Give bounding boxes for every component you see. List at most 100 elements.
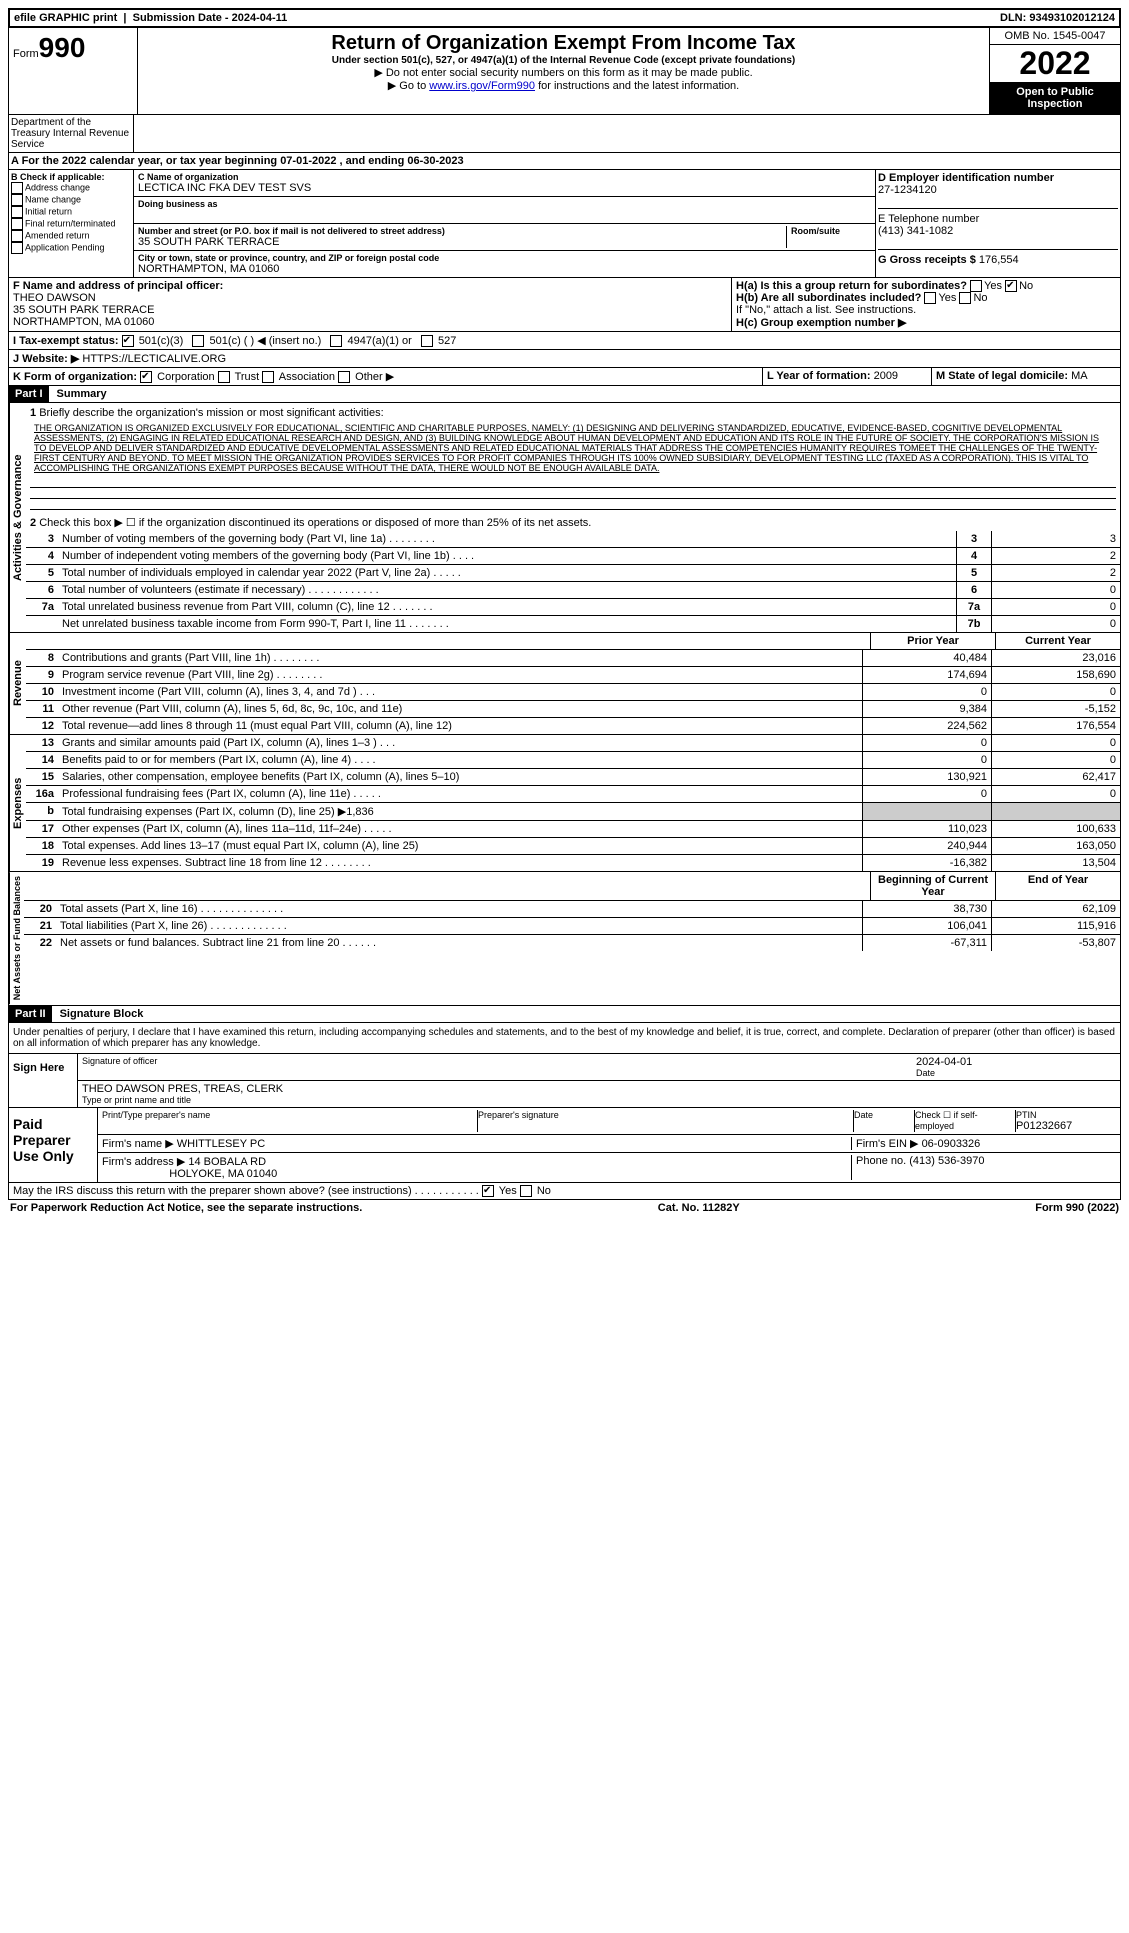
line-box: 5: [956, 565, 991, 581]
cb-address[interactable]: [11, 182, 23, 194]
side-revenue: Revenue: [9, 633, 26, 734]
discuss-no[interactable]: [520, 1185, 532, 1197]
ein: 27-1234120: [878, 184, 1118, 196]
ha-no[interactable]: [1005, 280, 1017, 292]
sign-here: Sign Here: [9, 1054, 78, 1107]
gross-receipts: 176,554: [979, 254, 1019, 266]
cb-final[interactable]: [11, 218, 23, 230]
g-label: G Gross receipts $: [878, 254, 976, 266]
current-val: 0: [991, 735, 1120, 751]
cb-501c[interactable]: [192, 335, 204, 347]
part1-header: Part I: [9, 386, 49, 402]
line-text: Other revenue (Part VIII, column (A), li…: [58, 701, 862, 717]
current-val: -5,152: [991, 701, 1120, 717]
prior-val: 130,921: [862, 769, 991, 785]
prior-year-header: Prior Year: [870, 633, 995, 649]
d-label: D Employer identification number: [878, 172, 1118, 184]
side-net: Net Assets or Fund Balances: [9, 872, 24, 1004]
line-num: 8: [26, 650, 58, 666]
cb-assoc[interactable]: [262, 371, 274, 383]
prior-val: 174,694: [862, 667, 991, 683]
hc-label: H(c) Group exemption number ▶: [736, 317, 906, 329]
cb-amended[interactable]: [11, 230, 23, 242]
prior-val: 0: [862, 786, 991, 802]
cb-other[interactable]: [338, 371, 350, 383]
efile-label: efile GRAPHIC print: [14, 12, 117, 24]
note2-suffix: for instructions and the latest informat…: [535, 80, 739, 92]
firm-addr2: HOLYOKE, MA 01040: [169, 1168, 277, 1180]
current-val: 62,109: [991, 901, 1120, 917]
l1-label: Briefly describe the organization's miss…: [39, 407, 383, 419]
line-num: 20: [24, 901, 56, 917]
line-text: Net assets or fund balances. Subtract li…: [56, 935, 862, 951]
line-val: 3: [991, 531, 1120, 547]
cb-527[interactable]: [421, 335, 433, 347]
sig-date-val: 2024-04-01: [916, 1056, 1116, 1068]
officer-name: THEO DAWSON: [13, 292, 727, 304]
line-text: Net unrelated business taxable income fr…: [58, 616, 956, 632]
city: NORTHAMPTON, MA 01060: [138, 263, 871, 275]
ha-yes[interactable]: [970, 280, 982, 292]
line-text: Benefits paid to or for members (Part IX…: [58, 752, 862, 768]
discuss-yes[interactable]: [482, 1185, 494, 1197]
ptin-label: PTIN: [1016, 1110, 1116, 1120]
firm-addr1: 14 BOBALA RD: [188, 1156, 266, 1168]
type-name-label: Type or print name and title: [82, 1095, 1116, 1105]
year-formation: 2009: [874, 370, 898, 382]
f-label: F Name and address of principal officer:: [13, 280, 727, 292]
line-num: 6: [26, 582, 58, 598]
current-val: 163,050: [991, 838, 1120, 854]
line-val: 0: [991, 616, 1120, 632]
line-num: 19: [26, 855, 58, 871]
m-label: M State of legal domicile:: [936, 370, 1068, 382]
line-text: Total liabilities (Part X, line 26) . . …: [56, 918, 862, 934]
ha-label: H(a) Is this a group return for subordin…: [736, 280, 967, 292]
paid-prep: Paid Preparer Use Only: [9, 1108, 98, 1182]
current-year-header: Current Year: [995, 633, 1120, 649]
line-val: 0: [991, 582, 1120, 598]
part2-title: Signature Block: [52, 1008, 144, 1020]
date-label: Date: [916, 1068, 1116, 1078]
hb-yes[interactable]: [924, 292, 936, 304]
line-num: 17: [26, 821, 58, 837]
current-val: 100,633: [991, 821, 1120, 837]
street: 35 SOUTH PARK TERRACE: [138, 236, 786, 248]
cb-corp[interactable]: [140, 371, 152, 383]
line-num: 3: [26, 531, 58, 547]
hb-no[interactable]: [959, 292, 971, 304]
cat: Cat. No. 11282Y: [658, 1202, 740, 1214]
line-num: 10: [26, 684, 58, 700]
c-name-label: C Name of organization: [138, 172, 871, 182]
part2-header: Part II: [9, 1006, 52, 1022]
dln: DLN: 93493102012124: [1000, 12, 1115, 24]
line-text: Total expenses. Add lines 13–17 (must eq…: [58, 838, 862, 854]
begin-year-header: Beginning of Current Year: [870, 872, 995, 900]
prior-val: 0: [862, 735, 991, 751]
line-val: 2: [991, 565, 1120, 581]
prior-val: -67,311: [862, 935, 991, 951]
firm-name-label: Firm's name ▶: [102, 1138, 174, 1150]
cb-trust[interactable]: [218, 371, 230, 383]
line-val: 0: [991, 599, 1120, 615]
prior-val: -16,382: [862, 855, 991, 871]
cb-initial[interactable]: [11, 206, 23, 218]
domicile: MA: [1071, 370, 1088, 382]
irs-link[interactable]: www.irs.gov/Form990: [429, 80, 535, 92]
line-num: 4: [26, 548, 58, 564]
side-expenses: Expenses: [9, 735, 26, 871]
line-num: 12: [26, 718, 58, 734]
prior-val: [862, 803, 991, 820]
street-label: Number and street (or P.O. box if mail i…: [138, 226, 786, 236]
sig-officer-label: Signature of officer: [82, 1056, 916, 1066]
officer-addr2: NORTHAMPTON, MA 01060: [13, 316, 727, 328]
cb-4947[interactable]: [330, 335, 342, 347]
firm-name: WHITTLESEY PC: [177, 1138, 265, 1150]
website: HTTPS://LECTICALIVE.ORG: [82, 353, 226, 365]
cb-pending[interactable]: [11, 242, 23, 254]
current-val: 176,554: [991, 718, 1120, 734]
form-prefix: Form: [13, 48, 39, 60]
cb-501c3[interactable]: [122, 335, 134, 347]
current-val: 0: [991, 786, 1120, 802]
cb-name[interactable]: [11, 194, 23, 206]
phone: (413) 341-1082: [878, 225, 1118, 237]
